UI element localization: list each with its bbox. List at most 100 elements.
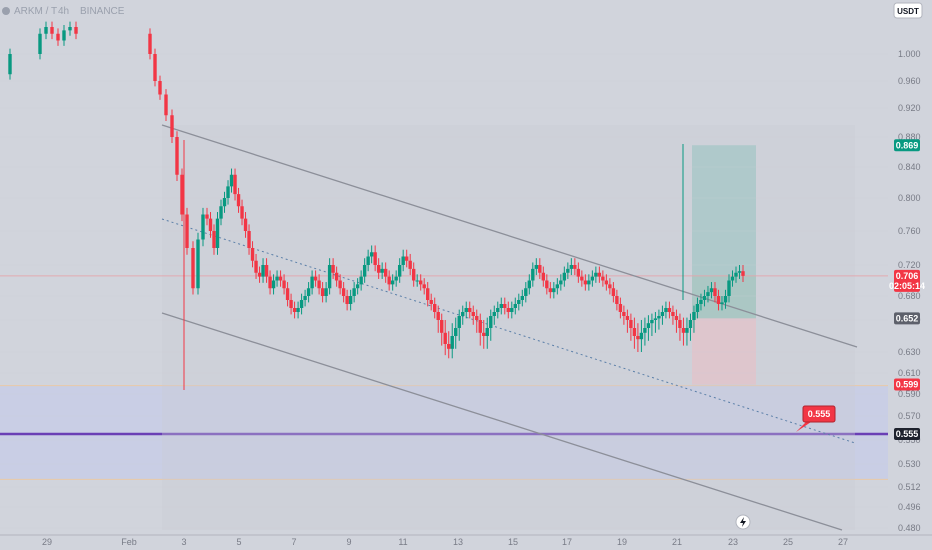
- candle-body: [461, 312, 465, 316]
- candle-body: [56, 33, 60, 41]
- time-tick-label: 19: [617, 537, 627, 547]
- price-tag: [894, 312, 920, 325]
- candle-body: [734, 272, 738, 277]
- price-tick-label: 0.630: [898, 347, 921, 357]
- price-tick-label: 0.610: [898, 368, 921, 378]
- candle-body: [348, 296, 353, 304]
- position-stop-area[interactable]: [692, 318, 756, 385]
- candle-body: [38, 33, 42, 54]
- candle-body: [254, 260, 258, 273]
- time-tick-label: 27: [838, 537, 848, 547]
- candle-body: [243, 218, 248, 231]
- descending-channel[interactable]: [161, 124, 858, 531]
- candle-body: [422, 284, 426, 289]
- price-note-layer[interactable]: 0.555: [796, 405, 836, 432]
- candle-body: [310, 276, 314, 289]
- candle-body: [447, 344, 451, 349]
- candle-body: [212, 231, 216, 248]
- candle-body: [376, 265, 381, 273]
- symbol-logo-icon: [2, 7, 10, 15]
- candle-body: [317, 280, 321, 289]
- candle-body: [692, 312, 696, 320]
- candle-body: [597, 272, 602, 277]
- candle-body: [699, 300, 703, 304]
- candle-body: [650, 320, 654, 324]
- candle-body: [380, 268, 384, 273]
- price-tag: [894, 269, 920, 292]
- candle-body: [510, 308, 514, 312]
- candle-body: [289, 300, 293, 308]
- logo-mark: [740, 517, 746, 527]
- candle-body: [713, 288, 717, 296]
- candle-body: [524, 288, 528, 296]
- legend-exchange[interactable]: BINANCE: [80, 6, 125, 17]
- candle-body: [261, 265, 265, 277]
- candle-body: [296, 308, 300, 312]
- candle-body: [299, 300, 304, 308]
- candle-body: [608, 284, 612, 289]
- candle-body: [552, 288, 556, 293]
- time-axis[interactable]: 29 Feb 3 5 7 9 11 13 15 17 19 21 23 25 27: [0, 534, 932, 547]
- candle-body: [730, 276, 735, 281]
- candle-body: [331, 265, 335, 273]
- price-axis[interactable]: 1.000 0.960 0.920 0.880 0.840 0.800 0.760 0.720…: [888, 0, 932, 535]
- candle-body: [562, 272, 567, 281]
- price-tick-label: 0.920: [898, 103, 921, 113]
- chart-legend[interactable]: ARKM / T 4h BINANCE: [2, 6, 125, 17]
- candle-body: [660, 312, 665, 316]
- legend-symbol[interactable]: ARKM / T: [14, 6, 57, 17]
- candle-body: [387, 276, 391, 285]
- position-target-area[interactable]: [692, 145, 756, 276]
- candle-body: [164, 94, 168, 116]
- price-tick-label: 0.530: [898, 459, 921, 469]
- time-tick-label: 9: [346, 537, 351, 547]
- price-tick-label: 0.570: [898, 411, 921, 421]
- candle-body: [716, 296, 721, 304]
- candle-body: [506, 308, 510, 312]
- candle-body: [175, 137, 179, 175]
- candle-body: [394, 276, 398, 281]
- candle-body: [68, 27, 72, 31]
- candle-body: [148, 33, 152, 54]
- candle-body: [303, 296, 307, 300]
- candle-body: [531, 268, 535, 281]
- currency-label[interactable]: USDT: [897, 7, 919, 16]
- price-note-box[interactable]: [802, 405, 836, 423]
- candle-body: [366, 256, 370, 265]
- time-tick-label: 25: [783, 537, 793, 547]
- candle-body: [594, 272, 598, 277]
- candle-body: [499, 304, 503, 308]
- tradingview-logo-icon[interactable]: [735, 514, 751, 530]
- channel-lower-line[interactable]: [161, 312, 843, 531]
- price-tick-label: 0.760: [898, 226, 921, 236]
- candle-body: [292, 308, 297, 312]
- candle-body: [457, 316, 461, 328]
- candle-body: [44, 27, 48, 34]
- channel-upper-line[interactable]: [161, 124, 858, 348]
- time-tick-label: Feb: [121, 537, 137, 547]
- candle-body: [233, 174, 237, 195]
- candle-body: [702, 296, 707, 300]
- candle-body: [158, 81, 162, 95]
- candle-body: [583, 280, 588, 285]
- channel-midline[interactable]: [161, 218, 856, 444]
- candle-body: [369, 252, 374, 257]
- time-tick-label: 23: [728, 537, 738, 547]
- candle-body: [538, 265, 542, 273]
- candle-body: [622, 312, 626, 316]
- candle-body: [404, 256, 409, 261]
- currency-button[interactable]: [893, 2, 923, 19]
- candle-body: [418, 280, 423, 285]
- candle-body: [671, 312, 675, 316]
- time-tick-label: 7: [291, 537, 296, 547]
- candle-body: [737, 271, 742, 273]
- candle-body: [226, 186, 230, 198]
- candle-body: [345, 296, 349, 304]
- price-tag-label: 0.706: [896, 271, 919, 281]
- candle-body: [208, 218, 213, 231]
- time-axis-ticks: 29 Feb 3 5 7 9 11 13 15 17 19 21 23 25 27: [42, 537, 848, 547]
- candle-body: [618, 304, 623, 312]
- legend-interval[interactable]: 4h: [58, 6, 69, 17]
- time-tick-label: 15: [508, 537, 518, 547]
